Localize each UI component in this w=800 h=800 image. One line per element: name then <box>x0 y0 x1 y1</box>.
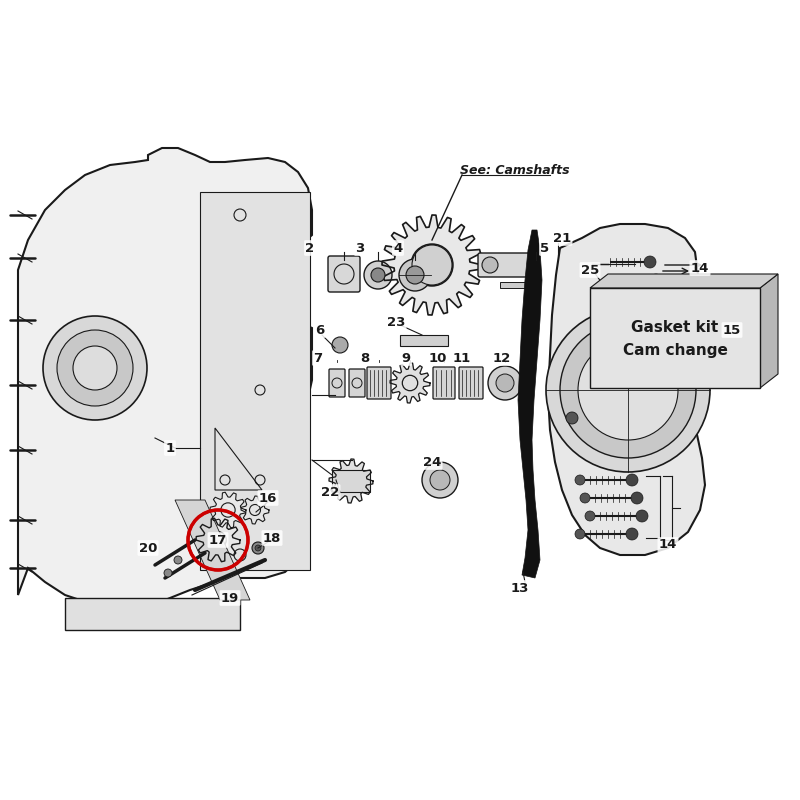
Circle shape <box>709 347 735 373</box>
Polygon shape <box>196 518 240 562</box>
Circle shape <box>631 492 643 504</box>
Text: 23: 23 <box>387 315 405 329</box>
FancyBboxPatch shape <box>478 253 537 277</box>
Circle shape <box>332 337 348 353</box>
Circle shape <box>174 556 182 564</box>
Text: 14: 14 <box>659 538 677 551</box>
FancyBboxPatch shape <box>433 367 455 399</box>
Circle shape <box>578 340 678 440</box>
Circle shape <box>422 462 458 498</box>
Text: 12: 12 <box>493 351 511 365</box>
Text: 1: 1 <box>166 442 174 454</box>
Text: 13: 13 <box>511 582 529 594</box>
Circle shape <box>636 510 648 522</box>
Text: Cam change: Cam change <box>622 342 727 358</box>
Text: 21: 21 <box>553 231 571 245</box>
Circle shape <box>430 470 450 490</box>
Text: 3: 3 <box>355 242 365 254</box>
Text: 16: 16 <box>259 491 277 505</box>
Text: See: Camshafts: See: Camshafts <box>460 163 570 177</box>
Text: 18: 18 <box>263 531 281 545</box>
Text: 19: 19 <box>221 591 239 605</box>
Text: 11: 11 <box>453 351 471 365</box>
Circle shape <box>496 374 514 392</box>
Text: 2: 2 <box>306 242 314 254</box>
Text: 8: 8 <box>360 351 370 365</box>
Circle shape <box>560 322 696 458</box>
FancyBboxPatch shape <box>329 369 345 397</box>
Text: 14: 14 <box>691 262 709 274</box>
Circle shape <box>43 316 147 420</box>
Circle shape <box>650 274 662 286</box>
Polygon shape <box>390 363 430 403</box>
Text: 15: 15 <box>723 323 741 337</box>
Polygon shape <box>590 274 778 288</box>
Circle shape <box>164 569 172 577</box>
Polygon shape <box>65 598 240 630</box>
FancyBboxPatch shape <box>590 288 760 388</box>
Text: 10: 10 <box>429 351 447 365</box>
FancyBboxPatch shape <box>349 369 365 397</box>
Text: 22: 22 <box>321 486 339 498</box>
Circle shape <box>482 257 498 273</box>
Circle shape <box>626 474 638 486</box>
Text: 9: 9 <box>402 351 410 365</box>
Polygon shape <box>518 230 542 578</box>
Text: 4: 4 <box>394 242 402 254</box>
Circle shape <box>580 493 590 503</box>
FancyBboxPatch shape <box>367 367 391 399</box>
Circle shape <box>575 529 585 539</box>
Bar <box>400 335 448 346</box>
Circle shape <box>585 511 595 521</box>
Circle shape <box>57 330 133 406</box>
Polygon shape <box>241 496 269 524</box>
Text: Gasket kit: Gasket kit <box>631 321 718 335</box>
Circle shape <box>626 528 638 540</box>
Circle shape <box>412 245 452 285</box>
Polygon shape <box>548 224 705 555</box>
Circle shape <box>399 259 431 291</box>
Text: 6: 6 <box>315 323 325 337</box>
Circle shape <box>702 340 742 380</box>
Text: 17: 17 <box>209 534 227 546</box>
Polygon shape <box>18 148 312 608</box>
Circle shape <box>406 266 424 284</box>
Circle shape <box>644 256 656 268</box>
Polygon shape <box>210 492 246 528</box>
Circle shape <box>371 268 385 282</box>
FancyBboxPatch shape <box>328 256 360 292</box>
Polygon shape <box>200 192 310 570</box>
Circle shape <box>364 261 392 289</box>
Circle shape <box>252 542 264 554</box>
Text: 20: 20 <box>139 542 157 554</box>
Bar <box>332 470 370 492</box>
Circle shape <box>73 346 117 390</box>
Circle shape <box>694 332 750 388</box>
Circle shape <box>575 475 585 485</box>
Polygon shape <box>760 274 778 388</box>
Polygon shape <box>175 500 250 600</box>
Polygon shape <box>329 459 373 503</box>
Text: 5: 5 <box>541 242 550 254</box>
Circle shape <box>566 412 578 424</box>
FancyBboxPatch shape <box>459 367 483 399</box>
Text: 7: 7 <box>314 351 322 365</box>
Circle shape <box>488 366 522 400</box>
Polygon shape <box>382 215 482 315</box>
Text: 25: 25 <box>581 263 599 277</box>
Text: 24: 24 <box>423 455 441 469</box>
Bar <box>500 282 530 288</box>
Circle shape <box>546 308 710 472</box>
Circle shape <box>255 545 261 551</box>
